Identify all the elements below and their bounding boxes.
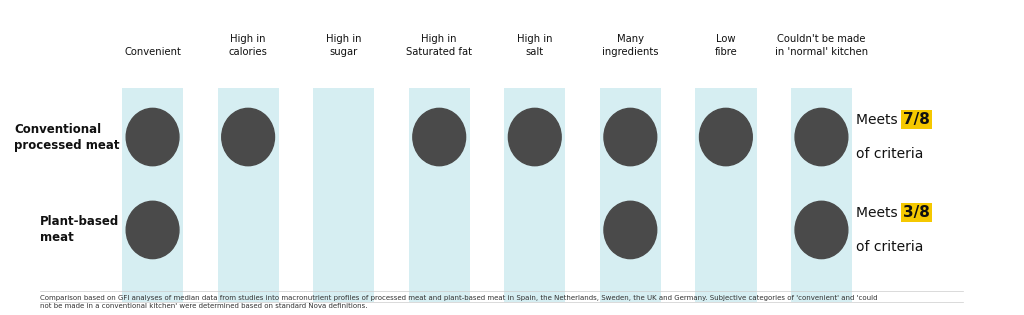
Text: Meets: Meets bbox=[856, 206, 902, 220]
Circle shape bbox=[795, 108, 848, 166]
Text: Many
ingredients: Many ingredients bbox=[602, 34, 658, 57]
Text: Low
fibre: Low fibre bbox=[715, 34, 737, 57]
Circle shape bbox=[126, 108, 179, 166]
FancyBboxPatch shape bbox=[217, 88, 279, 302]
Text: Meets: Meets bbox=[856, 113, 902, 127]
FancyBboxPatch shape bbox=[791, 88, 852, 302]
Text: High in
salt: High in salt bbox=[517, 34, 553, 57]
FancyBboxPatch shape bbox=[313, 88, 375, 302]
Circle shape bbox=[508, 108, 561, 166]
Circle shape bbox=[604, 201, 656, 259]
FancyBboxPatch shape bbox=[122, 88, 183, 302]
Text: Comparison based on GFI analyses of median data from studies into macronutrient : Comparison based on GFI analyses of medi… bbox=[40, 295, 877, 309]
Circle shape bbox=[604, 108, 656, 166]
Circle shape bbox=[222, 108, 274, 166]
Circle shape bbox=[413, 108, 466, 166]
Circle shape bbox=[126, 201, 179, 259]
Text: Couldn't be made
in 'normal' kitchen: Couldn't be made in 'normal' kitchen bbox=[775, 34, 868, 57]
Text: High in
sugar: High in sugar bbox=[326, 34, 361, 57]
Text: Conventional
processed meat: Conventional processed meat bbox=[14, 123, 120, 152]
Circle shape bbox=[795, 201, 848, 259]
Text: 3/8: 3/8 bbox=[903, 205, 930, 220]
Text: of criteria: of criteria bbox=[856, 240, 924, 254]
FancyBboxPatch shape bbox=[409, 88, 470, 302]
Text: 7/8: 7/8 bbox=[903, 112, 930, 127]
Text: Convenient: Convenient bbox=[124, 47, 181, 57]
FancyBboxPatch shape bbox=[695, 88, 757, 302]
FancyBboxPatch shape bbox=[600, 88, 660, 302]
Text: High in
calories: High in calories bbox=[228, 34, 267, 57]
Text: Plant-based
meat: Plant-based meat bbox=[40, 215, 120, 244]
Circle shape bbox=[699, 108, 753, 166]
Text: of criteria: of criteria bbox=[856, 147, 924, 161]
Text: High in
Saturated fat: High in Saturated fat bbox=[407, 34, 472, 57]
FancyBboxPatch shape bbox=[504, 88, 565, 302]
